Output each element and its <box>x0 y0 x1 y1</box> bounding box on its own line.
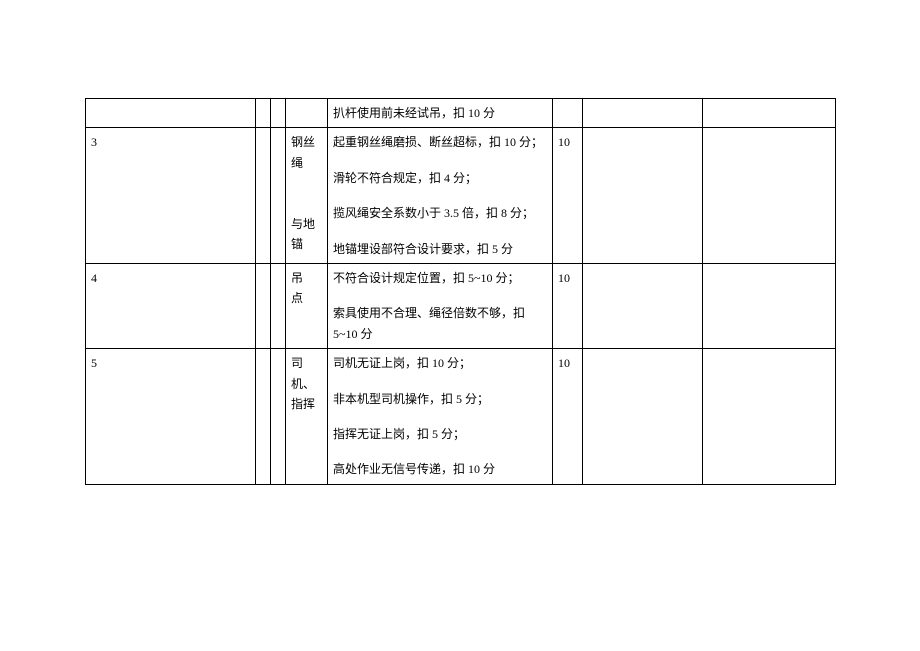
document-table: 扒杆使用前未经试吊，扣 10 分 3 钢丝绳与地锚起重钢丝绳磨损、断丝超标，扣 10… <box>85 98 835 485</box>
cell-c8 <box>703 263 836 348</box>
table-row: 4 吊点不符合设计规定位置，扣 5~10 分；索具使用不合理、绳径倍数不够，扣 5… <box>86 263 836 348</box>
cell-c4: 司机、指挥 <box>286 349 328 485</box>
cell-c5: 扒杆使用前未经试吊，扣 10 分 <box>328 99 553 128</box>
cell-c1 <box>86 99 256 128</box>
cell-c4: 钢丝绳与地锚 <box>286 128 328 264</box>
cell-c6: 10 <box>553 128 583 264</box>
cell-c7 <box>583 349 703 485</box>
cell-c5: 不符合设计规定位置，扣 5~10 分；索具使用不合理、绳径倍数不够，扣 5~10… <box>328 263 553 348</box>
cell-c7 <box>583 99 703 128</box>
cell-c1: 4 <box>86 263 256 348</box>
cell-c3 <box>271 349 286 485</box>
cell-c2 <box>256 263 271 348</box>
table-row: 5 司机、指挥司机无证上岗，扣 10 分；非本机型司机操作，扣 5 分；指挥无证上… <box>86 349 836 485</box>
cell-c7 <box>583 263 703 348</box>
cell-c6: 10 <box>553 263 583 348</box>
cell-c8 <box>703 99 836 128</box>
cell-c4 <box>286 99 328 128</box>
table-row: 3 钢丝绳与地锚起重钢丝绳磨损、断丝超标，扣 10 分；滑轮不符合规定，扣 4 分… <box>86 128 836 264</box>
cell-c8 <box>703 128 836 264</box>
cell-c2 <box>256 128 271 264</box>
cell-c3 <box>271 128 286 264</box>
cell-c4: 吊点 <box>286 263 328 348</box>
score-table: 扒杆使用前未经试吊，扣 10 分 3 钢丝绳与地锚起重钢丝绳磨损、断丝超标，扣 10… <box>85 98 836 485</box>
cell-c1: 3 <box>86 128 256 264</box>
cell-c2 <box>256 99 271 128</box>
cell-c6: 10 <box>553 349 583 485</box>
cell-c1: 5 <box>86 349 256 485</box>
cell-c8 <box>703 349 836 485</box>
cell-c3 <box>271 99 286 128</box>
table-row: 扒杆使用前未经试吊，扣 10 分 <box>86 99 836 128</box>
cell-c2 <box>256 349 271 485</box>
cell-c7 <box>583 128 703 264</box>
cell-c3 <box>271 263 286 348</box>
cell-c5: 司机无证上岗，扣 10 分；非本机型司机操作，扣 5 分；指挥无证上岗，扣 5 … <box>328 349 553 485</box>
cell-c6 <box>553 99 583 128</box>
cell-c5: 起重钢丝绳磨损、断丝超标，扣 10 分；滑轮不符合规定，扣 4 分；揽风绳安全系… <box>328 128 553 264</box>
